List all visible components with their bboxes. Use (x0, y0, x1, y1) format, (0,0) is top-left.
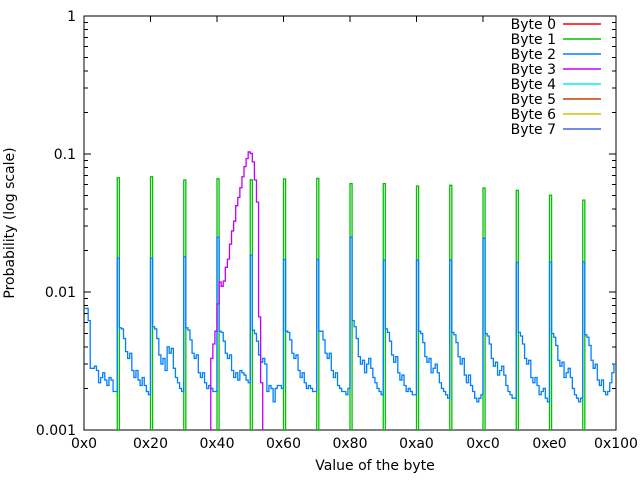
legend-entry-byte-0: Byte 0 (511, 17, 601, 33)
y-tick-label: 0.001 (36, 423, 76, 439)
legend-label: Byte 6 (511, 107, 556, 123)
legend-entry-byte-7: Byte 7 (511, 122, 601, 138)
x-tick-label: 0x0 (71, 436, 97, 452)
x-tick-label: 0xe0 (532, 436, 566, 452)
x-tick-label: 0xc0 (466, 436, 500, 452)
legend-label: Byte 2 (511, 47, 556, 63)
series-byte-1-line (116, 176, 586, 430)
series-layer (84, 151, 616, 430)
x-axis-title: Value of the byte (315, 458, 435, 474)
y-tick-label: 0.01 (45, 285, 76, 301)
legend-entry-byte-6: Byte 6 (511, 107, 601, 123)
legend-entry-byte-1: Byte 1 (511, 32, 601, 48)
x-tick-label: 0x80 (332, 436, 367, 452)
x-tick-label: 0x40 (199, 436, 234, 452)
legend-entry-byte-2: Byte 2 (511, 47, 601, 63)
legend-label: Byte 5 (511, 92, 556, 108)
x-tick-label: 0x20 (133, 436, 168, 452)
x-tick-label: 0xa0 (399, 436, 434, 452)
series-byte-2-line (84, 236, 616, 403)
series-byte-3-line (210, 151, 264, 430)
x-tick-label: 0x60 (266, 436, 301, 452)
legend-label: Byte 4 (511, 77, 556, 93)
axis-labels: 0x0 0x20 0x40 0x60 0x80 0xa0 0xc0 0xe0 0x100 1 0.1… (2, 9, 638, 474)
legend-label: Byte 7 (511, 122, 556, 138)
legend-label: Byte 1 (511, 32, 556, 48)
legend-entry-byte-4: Byte 4 (511, 77, 601, 93)
legend-entry-byte-5: Byte 5 (511, 92, 601, 108)
y-tick-label: 1 (67, 9, 76, 25)
x-tick-label: 0x100 (594, 436, 638, 452)
y-axis-title: Probability (log scale) (2, 147, 18, 298)
legend-label: Byte 0 (511, 17, 556, 33)
legend-label: Byte 3 (511, 62, 556, 78)
y-tick-label: 0.1 (54, 147, 76, 163)
legend-entry-byte-3: Byte 3 (511, 62, 601, 78)
